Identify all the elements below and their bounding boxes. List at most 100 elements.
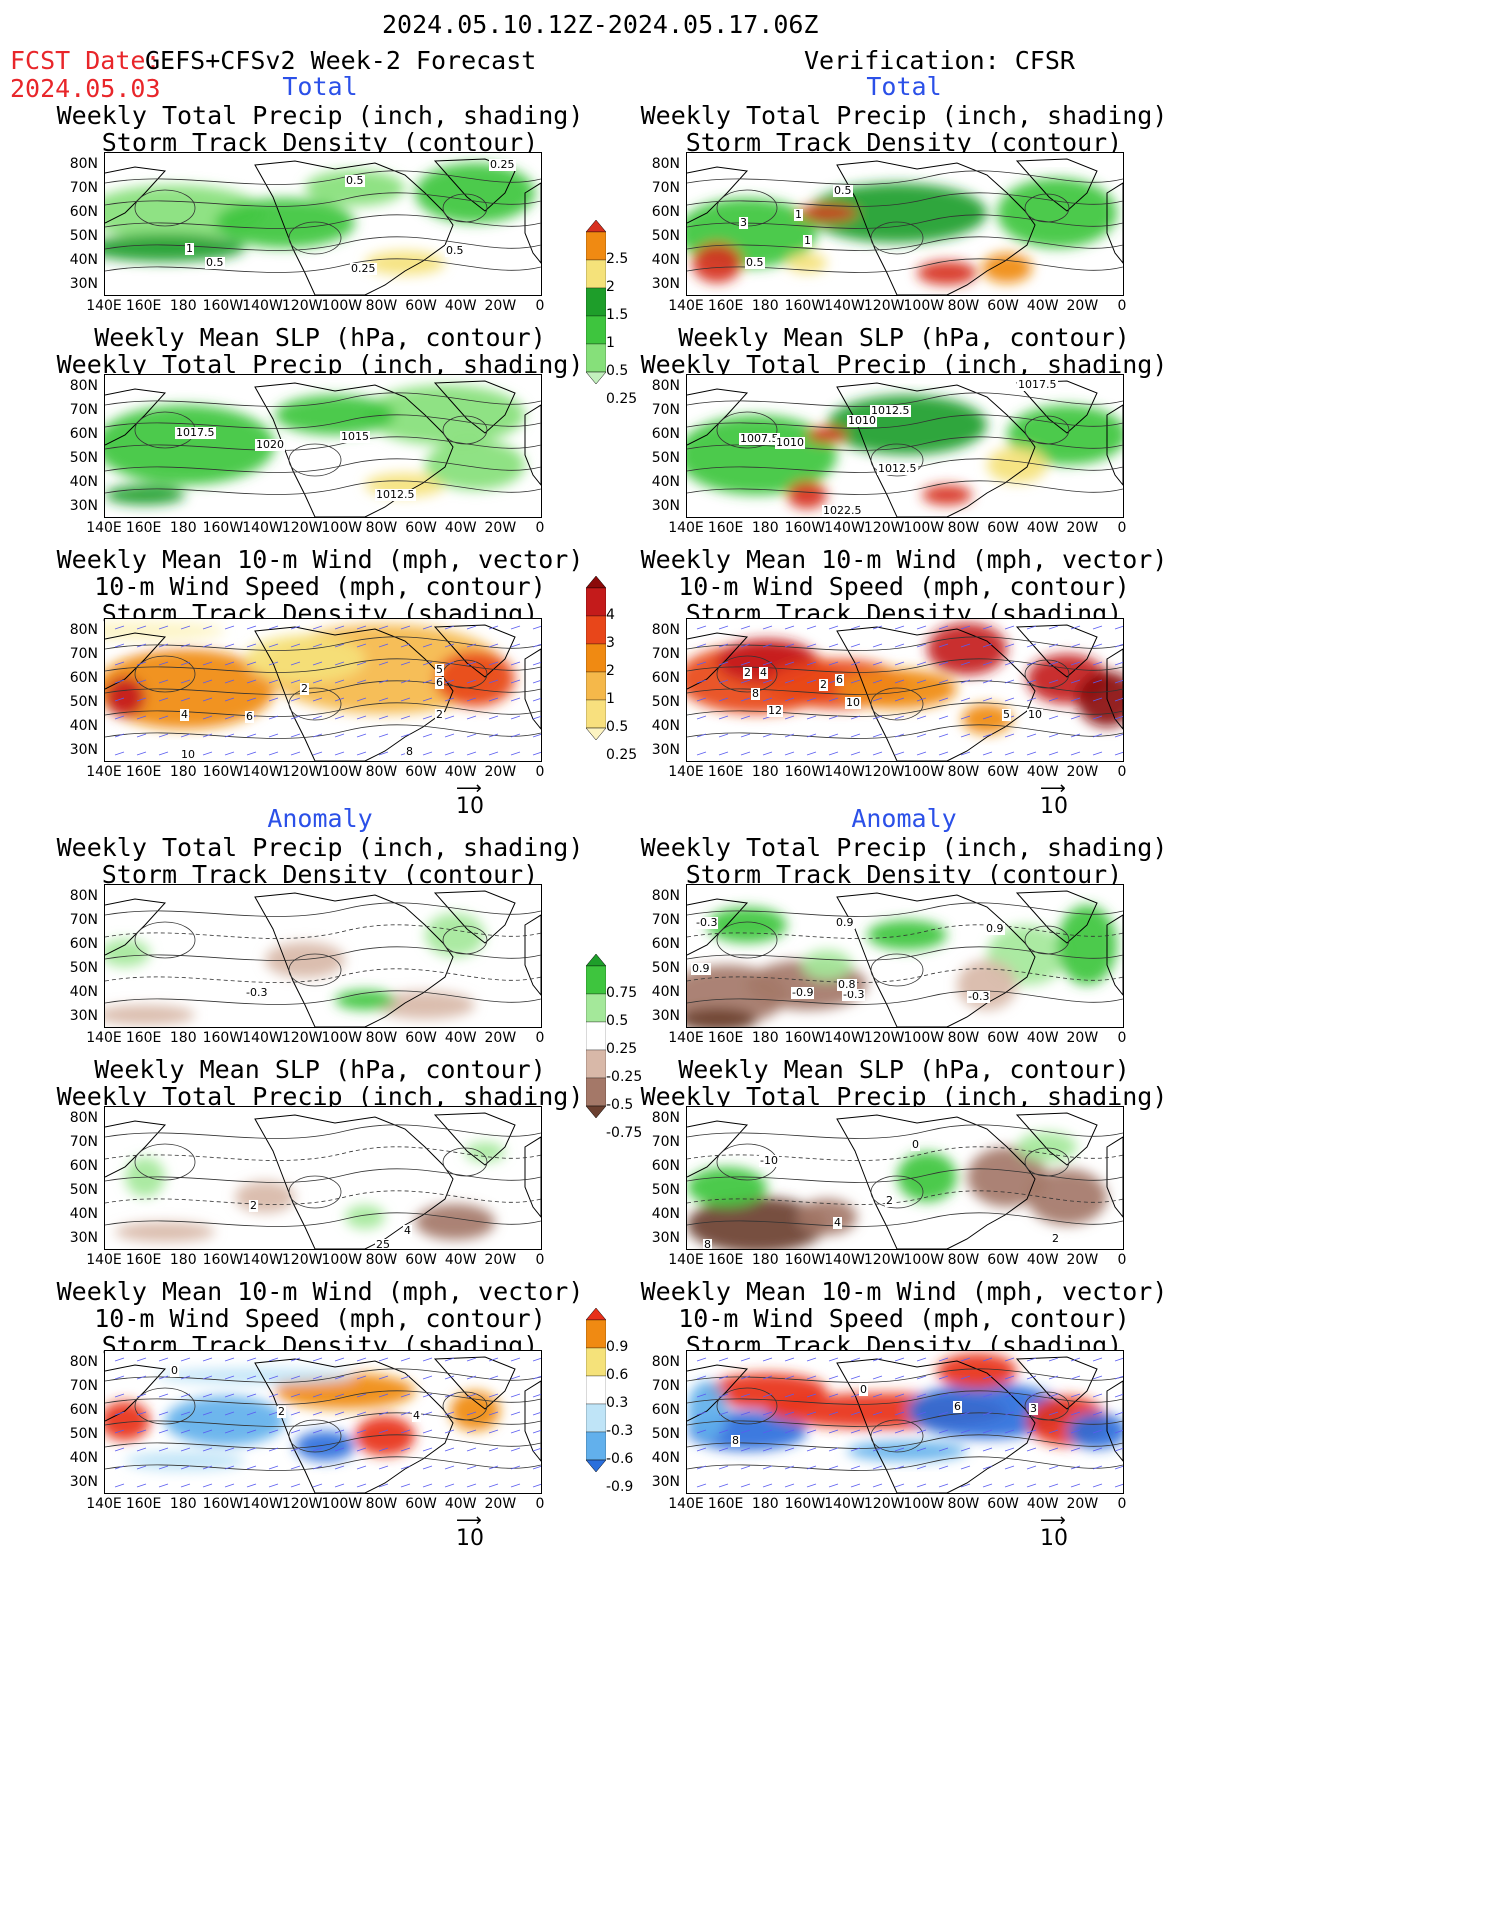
wind-vector xyxy=(180,643,191,648)
lat-tick-label: 50N xyxy=(651,1426,680,1442)
title-line: Weekly Total Precip (inch, shading) xyxy=(56,350,584,379)
wind-vector xyxy=(158,1483,169,1488)
lon-tick-label: 60W xyxy=(987,1030,1019,1046)
lon-tick-label: 0 xyxy=(1117,1496,1127,1512)
wind-vector xyxy=(1092,1447,1103,1452)
wind-vector xyxy=(1070,1465,1081,1470)
colorbar-storm-anomaly: 0.9 0.6 0.3 -0.3 -0.6 -0.9 xyxy=(585,1307,633,1528)
wind-vector xyxy=(1070,715,1081,720)
wind-vector xyxy=(1048,1357,1059,1362)
contour-line xyxy=(687,170,1123,185)
wind-vector xyxy=(114,1465,125,1470)
map-panel-R5: -10 0 2 4 2 8 xyxy=(686,1106,1124,1250)
wind-vector xyxy=(334,1411,345,1416)
colorbar-segment xyxy=(585,315,607,345)
lon-tick-label: 140E xyxy=(86,298,122,314)
wind-vector xyxy=(806,697,817,702)
wind-vector xyxy=(718,697,729,702)
wind-vector xyxy=(982,679,993,684)
wind-vector xyxy=(696,1375,707,1380)
wind-vector xyxy=(334,643,345,648)
wind-vector xyxy=(762,751,773,756)
wind-vector xyxy=(1114,1393,1123,1398)
wind-vector xyxy=(1004,1375,1015,1380)
wind-vector xyxy=(696,679,707,684)
contour-line xyxy=(105,946,541,961)
wind-vector xyxy=(828,1411,839,1416)
lon-tick-label: 0 xyxy=(1117,298,1127,314)
wind-vector xyxy=(740,643,751,648)
wind-vector xyxy=(894,733,905,738)
wind-vector xyxy=(762,1357,773,1362)
contour-line xyxy=(105,436,541,451)
colorbar-label: 0.25 xyxy=(606,747,638,763)
contour-label: 0.25 xyxy=(489,158,516,171)
title-L4: Weekly Total Precip (inch, shading) Storm… xyxy=(40,834,600,888)
contour-line xyxy=(687,1412,1123,1427)
coastline-europe xyxy=(1106,182,1123,264)
wind-vector xyxy=(718,1483,729,1488)
wind-vector xyxy=(202,697,213,702)
wind-vector xyxy=(180,1357,191,1362)
wind-vector xyxy=(378,1357,389,1362)
contour-line xyxy=(105,990,541,1005)
contour-ring xyxy=(288,687,342,721)
wind-vector xyxy=(894,625,905,630)
wind-vector xyxy=(916,625,927,630)
lon-tick-label: 20W xyxy=(484,1252,517,1268)
lon-tick-label: 140W xyxy=(824,1496,865,1512)
wind-vector xyxy=(224,1375,235,1380)
wind-vector xyxy=(828,697,839,702)
contour-label: 1010 xyxy=(775,436,805,449)
wind-vector xyxy=(510,1411,521,1416)
wind-vector xyxy=(916,643,927,648)
wind-vector xyxy=(916,1465,927,1470)
shading-region xyxy=(115,1222,215,1242)
lon-tick-label: 0 xyxy=(1117,520,1127,536)
lon-tick-label: 80W xyxy=(365,520,398,536)
wind-vector xyxy=(356,733,367,738)
shading-region xyxy=(265,942,345,978)
colorbar-segment xyxy=(585,1077,607,1107)
wind-vector xyxy=(400,697,411,702)
wind-vector xyxy=(378,733,389,738)
colorbar-segment xyxy=(585,699,607,729)
contour-label: 3 xyxy=(1029,1402,1038,1415)
contour-line xyxy=(105,258,541,273)
lon-tick-label: 180 xyxy=(169,1030,197,1046)
coastline-greenland xyxy=(433,1356,516,1410)
lon-tick-label: 180 xyxy=(751,1030,779,1046)
wind-vector xyxy=(806,715,817,720)
lat-tick-label: 80N xyxy=(651,1110,680,1126)
wind-vector xyxy=(1026,625,1037,630)
coastline-europe xyxy=(524,404,541,486)
wind-vector xyxy=(334,1375,345,1380)
title-line: Weekly Mean SLP (hPa, contour) xyxy=(94,323,546,352)
lon-tick-label: 0 xyxy=(535,1252,545,1268)
contour-ring xyxy=(1024,659,1070,689)
lon-tick-label: 140E xyxy=(668,298,704,314)
wind-vector xyxy=(532,1483,541,1488)
shading-region xyxy=(962,704,1012,734)
wind-vector xyxy=(422,625,433,630)
wind-vector xyxy=(378,1483,389,1488)
wind-vector xyxy=(784,643,795,648)
wind-vector xyxy=(1026,661,1037,666)
wind-vector xyxy=(696,715,707,720)
contour-ring xyxy=(1024,925,1070,955)
contour-label: 1015 xyxy=(340,430,370,443)
coastline-europe xyxy=(1106,648,1123,730)
contour-line xyxy=(687,724,1123,739)
lon-tick-label: 100W xyxy=(903,298,945,314)
shading-region xyxy=(967,1147,1047,1207)
lon-tick-label: 20W xyxy=(484,298,517,314)
wind-vector xyxy=(180,661,191,666)
lon-tick-label: 120W xyxy=(863,764,905,780)
title-line: Weekly Mean 10-m Wind (mph, vector) xyxy=(56,545,584,574)
lon-tick-label: 180 xyxy=(169,520,197,536)
wind-vector xyxy=(828,1483,839,1488)
lat-tick-label: 50N xyxy=(651,960,680,976)
wind-vector xyxy=(850,715,861,720)
lon-tick-label: 40W xyxy=(444,764,477,780)
shading-region xyxy=(787,253,827,273)
